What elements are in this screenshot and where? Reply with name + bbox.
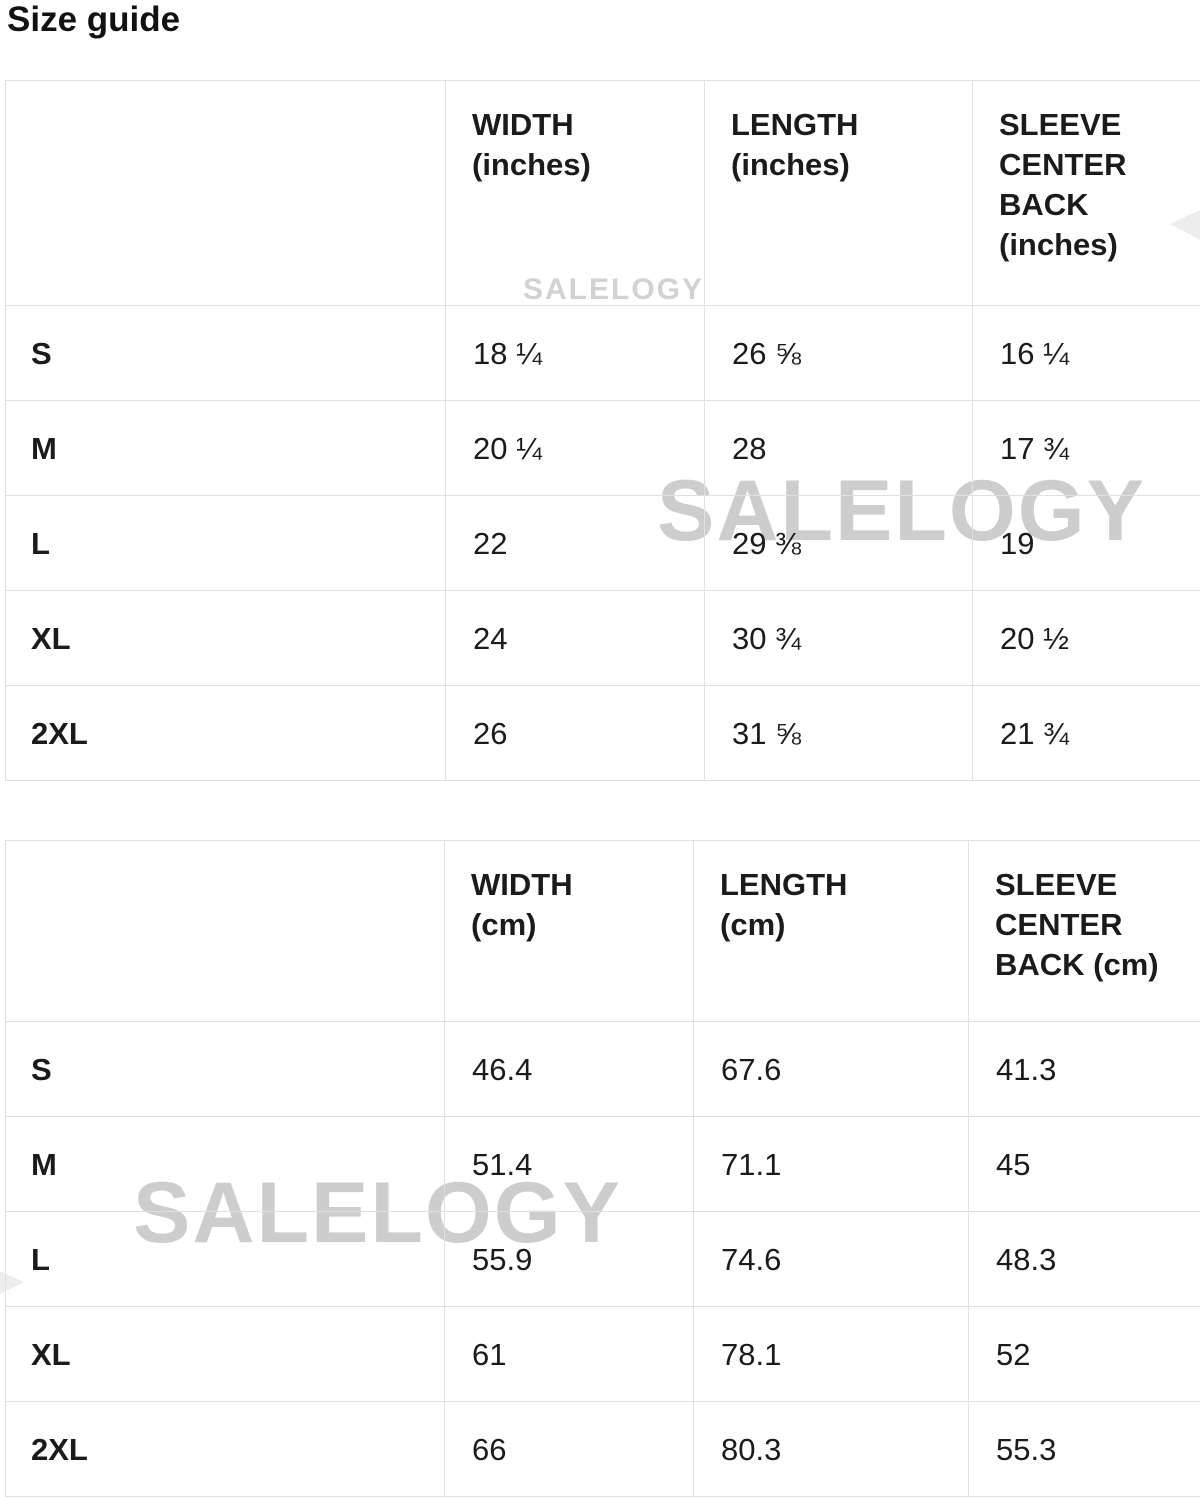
size-table-cm-wrapper: WIDTH (cm) LENGTH (cm) SLEEVE CENTER BAC… (5, 840, 1200, 1497)
cell-length: 31 ⅝ (704, 685, 973, 781)
header-row: WIDTH (cm) LENGTH (cm) SLEEVE CENTER BAC… (5, 840, 1200, 1022)
cell-length: 30 ¾ (704, 590, 973, 686)
cell-length: 78.1 (693, 1306, 969, 1402)
table-row-m: M 51.4 71.1 45 (5, 1116, 1200, 1212)
empty-corner-cell (5, 840, 445, 1022)
cell-width: 66 (444, 1401, 694, 1497)
table-row-2xl: 2XL 26 31 ⅝ 21 ¾ (5, 685, 1200, 781)
cell-width: 61 (444, 1306, 694, 1402)
table-row-s: S 18 ¼ 26 ⅝ 16 ¼ (5, 305, 1200, 401)
col-header-length-inches: LENGTH (inches) (704, 80, 973, 306)
cell-length: 80.3 (693, 1401, 969, 1497)
col-header-width-inches: WIDTH (inches) (445, 80, 705, 306)
col-header-length-cm: LENGTH (cm) (693, 840, 969, 1022)
cell-width: 46.4 (444, 1021, 694, 1117)
page-title: Size guide (7, 0, 181, 39)
table-row-xl: XL 24 30 ¾ 20 ½ (5, 590, 1200, 686)
col-header-width-cm: WIDTH (cm) (444, 840, 694, 1022)
cell-length: 74.6 (693, 1211, 969, 1307)
cell-width: 55.9 (444, 1211, 694, 1307)
row-label: L (5, 1211, 445, 1307)
size-table-inches-wrapper: WIDTH (inches) LENGTH (inches) SLEEVE CE… (5, 80, 1200, 781)
cell-sleeve: 16 ¼ (972, 305, 1200, 401)
cell-sleeve: 20 ½ (972, 590, 1200, 686)
table-row-xl: XL 61 78.1 52 (5, 1306, 1200, 1402)
table-row-l: L 22 29 ⅜ 19 (5, 495, 1200, 591)
cell-length: 67.6 (693, 1021, 969, 1117)
size-table-cm: WIDTH (cm) LENGTH (cm) SLEEVE CENTER BAC… (5, 840, 1200, 1497)
cell-sleeve: 48.3 (968, 1211, 1200, 1307)
row-label: XL (5, 1306, 445, 1402)
cell-width: 20 ¼ (445, 400, 705, 496)
row-label: 2XL (5, 685, 446, 781)
header-row: WIDTH (inches) LENGTH (inches) SLEEVE CE… (5, 80, 1200, 306)
cell-width: 26 (445, 685, 705, 781)
cell-sleeve: 41.3 (968, 1021, 1200, 1117)
cell-length: 29 ⅜ (704, 495, 973, 591)
cell-length: 71.1 (693, 1116, 969, 1212)
empty-corner-cell (5, 80, 446, 306)
row-label: S (5, 1021, 445, 1117)
cell-sleeve: 45 (968, 1116, 1200, 1212)
row-label: L (5, 495, 446, 591)
cell-length: 28 (704, 400, 973, 496)
size-table-inches: WIDTH (inches) LENGTH (inches) SLEEVE CE… (5, 80, 1200, 781)
cell-width: 18 ¼ (445, 305, 705, 401)
col-header-sleeve-cm: SLEEVE CENTER BACK (cm) (968, 840, 1200, 1022)
cell-width: 22 (445, 495, 705, 591)
col-header-sleeve-inches: SLEEVE CENTER BACK (inches) (972, 80, 1200, 306)
cell-sleeve: 17 ¾ (972, 400, 1200, 496)
cell-sleeve: 21 ¾ (972, 685, 1200, 781)
table-row-l: L 55.9 74.6 48.3 (5, 1211, 1200, 1307)
row-label: 2XL (5, 1401, 445, 1497)
cell-sleeve: 52 (968, 1306, 1200, 1402)
cell-sleeve: 55.3 (968, 1401, 1200, 1497)
cell-width: 24 (445, 590, 705, 686)
cell-length: 26 ⅝ (704, 305, 973, 401)
row-label: M (5, 1116, 445, 1212)
row-label: XL (5, 590, 446, 686)
row-label: M (5, 400, 446, 496)
cell-width: 51.4 (444, 1116, 694, 1212)
cell-sleeve: 19 (972, 495, 1200, 591)
table-row-2xl: 2XL 66 80.3 55.3 (5, 1401, 1200, 1497)
table-row-s: S 46.4 67.6 41.3 (5, 1021, 1200, 1117)
table-row-m: M 20 ¼ 28 17 ¾ (5, 400, 1200, 496)
row-label: S (5, 305, 446, 401)
